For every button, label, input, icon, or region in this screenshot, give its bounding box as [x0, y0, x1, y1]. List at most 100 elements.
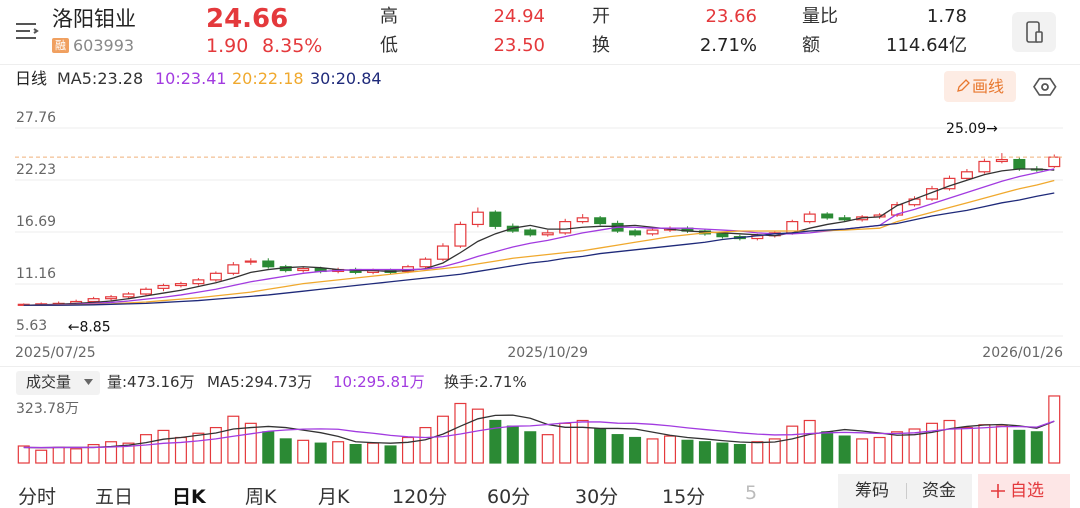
divider — [0, 366, 1080, 367]
candle-body — [471, 211, 484, 226]
volume-bar — [698, 441, 711, 464]
volume-bar — [646, 438, 659, 464]
candle-body — [1048, 156, 1061, 168]
volume-bar — [384, 445, 397, 464]
volume-bar — [576, 419, 589, 464]
stock-code: 603993 — [73, 36, 135, 55]
candle-body — [838, 217, 851, 221]
change-pct: 8.35% — [262, 35, 323, 57]
stat-label: 换 — [592, 35, 610, 56]
candle-body — [244, 260, 257, 263]
tab: 月K — [318, 486, 350, 508]
candle-body — [105, 296, 118, 300]
volume-bar — [419, 426, 432, 464]
volume-bar — [122, 442, 135, 464]
candle-body — [524, 229, 537, 236]
candle-body — [576, 217, 589, 223]
volume-tick-label: 323.78万 — [16, 401, 79, 417]
tab: 60分 — [487, 486, 531, 508]
candle-body — [716, 233, 729, 238]
volume-bar — [908, 428, 921, 464]
settings-icon[interactable] — [1033, 75, 1057, 99]
volume-bar — [314, 442, 327, 464]
stat-value: 2.71% — [699, 35, 757, 56]
candle-body — [87, 298, 100, 303]
tab: 日K — [172, 486, 206, 508]
dropdown-arrow — [84, 379, 93, 385]
max-annotation: 25.09→ — [946, 121, 998, 137]
layout-button[interactable] — [1012, 12, 1056, 52]
volume-stat: MA5:294.73万 — [207, 373, 313, 391]
candle-body — [174, 283, 187, 287]
volume-bar — [174, 436, 187, 464]
period: 日线 — [15, 69, 48, 88]
volume-bar — [681, 439, 694, 464]
volume-bar — [279, 438, 292, 464]
volume-bar — [838, 435, 851, 464]
candle-body — [297, 268, 310, 272]
candle-body — [594, 217, 607, 225]
candle-body — [960, 171, 973, 179]
ma-line — [23, 168, 1055, 306]
volume-bar — [70, 448, 83, 464]
ma-line — [23, 420, 1055, 449]
volume-bar — [733, 443, 746, 464]
volume-bar — [489, 419, 502, 464]
candle-body — [157, 284, 170, 289]
ma-legend-item: MA5:23.28 — [57, 69, 144, 88]
volume-bar — [751, 441, 764, 464]
volume-stat: 10:295.81万 — [333, 373, 425, 391]
tab: 5 — [745, 482, 758, 504]
volume-selector[interactable]: 成交量 — [16, 371, 100, 395]
volume-bar — [471, 408, 484, 464]
volume-bar — [978, 424, 991, 464]
volume-bar — [157, 429, 170, 464]
volume-bar — [541, 434, 554, 464]
volume-bar — [873, 436, 886, 464]
stat-label: 高 — [380, 6, 398, 27]
min-annotation: ←8.85 — [68, 320, 111, 336]
candle-body — [122, 293, 135, 298]
layout-icon — [1026, 21, 1043, 43]
y-tick-label: 5.63 — [16, 318, 47, 334]
tab: 五日 — [95, 486, 134, 508]
ma-legend-item: 20:22.18 — [232, 69, 304, 88]
volume-bar — [192, 432, 205, 464]
volume-bar — [943, 419, 956, 464]
draw-button[interactable]: 画线 — [944, 71, 1016, 102]
volume-bar — [436, 415, 449, 464]
x-tick-label: 2025/07/25 — [15, 345, 96, 361]
volume-label: 成交量 — [26, 373, 72, 391]
stat-label: 量比 — [802, 6, 838, 27]
candle-body — [262, 260, 275, 268]
candle-body — [436, 245, 449, 260]
volume-bar — [401, 436, 415, 464]
stat-label: 开 — [592, 6, 610, 27]
volume-bar — [803, 419, 816, 464]
y-tick-label: 11.16 — [16, 266, 56, 282]
plus-icon — [991, 484, 1005, 498]
stat-value: 1.78 — [926, 6, 967, 27]
volume-bar — [995, 425, 1008, 464]
funds-button[interactable]: 资金 — [906, 474, 972, 508]
volume-bar — [925, 422, 939, 464]
tab: 30分 — [575, 486, 619, 508]
candle-body — [209, 272, 222, 281]
watchlist-button[interactable]: 自选 — [978, 474, 1070, 508]
tab: 15分 — [662, 486, 706, 508]
candle-body — [1013, 158, 1026, 170]
volume-bar — [559, 422, 572, 464]
change: 1.90 — [206, 35, 249, 57]
volume-bar — [35, 449, 48, 464]
menu-icon[interactable] — [14, 20, 40, 42]
candle-body — [419, 258, 432, 268]
ma-line — [23, 179, 1055, 306]
candle-body — [559, 221, 572, 234]
candle-body — [192, 279, 205, 285]
watchlist-label: 自选 — [1010, 481, 1044, 501]
volume-bar — [349, 443, 362, 464]
volume-bar — [332, 441, 345, 464]
chips-button[interactable]: 筹码 — [838, 474, 906, 508]
candle-body — [489, 211, 502, 227]
volume-bar — [663, 435, 677, 464]
